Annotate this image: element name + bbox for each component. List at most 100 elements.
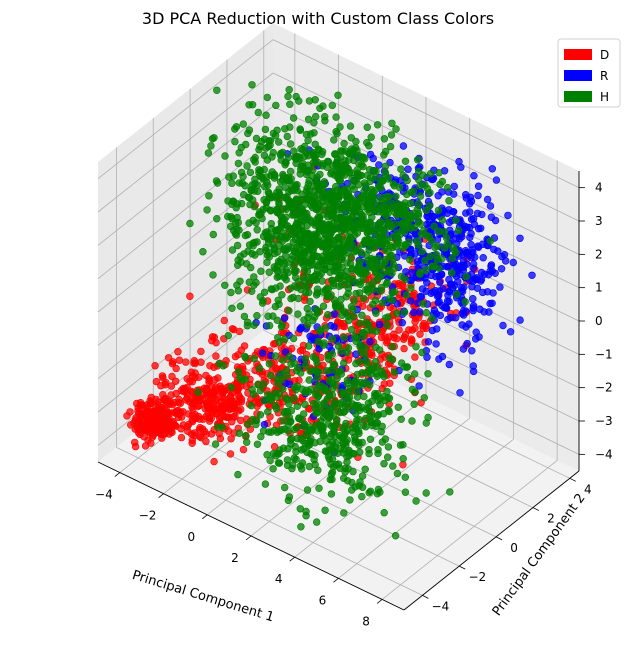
data-point-R bbox=[475, 333, 483, 341]
data-point-H bbox=[338, 204, 346, 213]
data-point-H bbox=[416, 192, 425, 200]
data-point-R bbox=[454, 278, 462, 286]
data-point-H bbox=[365, 166, 374, 174]
data-point-D bbox=[207, 430, 216, 438]
data-point-H bbox=[319, 160, 327, 168]
data-point-H bbox=[344, 312, 352, 320]
data-point-H bbox=[255, 166, 263, 174]
data-point-H bbox=[382, 172, 390, 180]
data-point-H bbox=[340, 222, 348, 230]
data-point-H bbox=[370, 278, 378, 286]
data-point-H bbox=[305, 462, 314, 471]
data-point-H bbox=[393, 469, 402, 478]
data-point-D bbox=[405, 326, 413, 334]
data-point-H bbox=[374, 446, 382, 454]
data-point-H bbox=[257, 267, 265, 275]
data-point-R bbox=[496, 283, 504, 291]
data-point-R bbox=[458, 310, 466, 318]
data-point-R bbox=[407, 297, 415, 305]
data-point-D bbox=[185, 420, 193, 428]
data-point-H bbox=[364, 257, 372, 265]
data-point-H bbox=[275, 188, 283, 197]
data-point-H bbox=[186, 219, 194, 228]
data-point-R bbox=[445, 297, 453, 306]
data-point-R bbox=[492, 176, 501, 184]
data-point-H bbox=[300, 250, 308, 258]
data-point-H bbox=[345, 215, 353, 224]
data-point-H bbox=[292, 183, 300, 191]
data-point-H bbox=[386, 142, 395, 151]
data-point-H bbox=[331, 150, 339, 158]
data-point-D bbox=[298, 346, 306, 354]
data-point-H bbox=[486, 237, 495, 245]
data-point-H bbox=[383, 321, 391, 330]
data-point-H bbox=[393, 229, 401, 237]
data-point-R bbox=[462, 260, 471, 268]
data-point-H bbox=[414, 209, 423, 218]
data-point-H bbox=[286, 140, 295, 148]
data-point-H bbox=[284, 269, 292, 277]
data-point-H bbox=[428, 262, 436, 270]
z-tick-label: −2 bbox=[595, 381, 613, 395]
data-point-H bbox=[234, 218, 243, 227]
data-point-H bbox=[232, 231, 241, 239]
z-grid-left bbox=[97, 206, 274, 346]
data-point-H bbox=[405, 212, 413, 220]
data-point-R bbox=[509, 258, 517, 267]
data-point-H bbox=[401, 241, 410, 250]
data-point-D bbox=[203, 399, 211, 407]
data-point-H bbox=[283, 176, 291, 185]
data-point-H bbox=[295, 211, 304, 220]
data-point-H bbox=[283, 396, 292, 404]
data-point-H bbox=[411, 388, 419, 396]
data-point-H bbox=[371, 390, 379, 398]
data-point-H bbox=[371, 358, 380, 366]
data-point-H bbox=[428, 314, 436, 323]
data-point-R bbox=[260, 420, 269, 429]
data-point-H bbox=[353, 416, 361, 424]
y-grid-floor bbox=[116, 447, 423, 596]
data-point-H bbox=[260, 396, 268, 405]
data-point-H bbox=[269, 465, 277, 473]
data-point-H bbox=[314, 213, 322, 221]
data-point-H bbox=[332, 299, 340, 307]
data-point-R bbox=[502, 257, 510, 265]
data-point-H bbox=[256, 411, 265, 419]
data-point-H bbox=[281, 335, 289, 343]
data-point-H bbox=[374, 485, 383, 494]
data-point-H bbox=[304, 281, 312, 290]
data-point-D bbox=[208, 333, 217, 341]
data-point-H bbox=[253, 312, 261, 320]
data-point-H bbox=[262, 243, 270, 252]
data-point-H bbox=[264, 391, 272, 399]
data-point-H bbox=[358, 224, 366, 233]
data-point-H bbox=[343, 193, 351, 201]
data-point-R bbox=[444, 315, 452, 324]
data-point-H bbox=[275, 300, 283, 308]
data-point-H bbox=[353, 229, 362, 237]
data-point-H bbox=[228, 179, 236, 187]
data-point-H bbox=[355, 159, 363, 168]
z-grid-left bbox=[97, 72, 274, 213]
data-point-H bbox=[352, 289, 360, 298]
data-point-H bbox=[227, 383, 236, 392]
data-point-H bbox=[293, 221, 301, 230]
z-grid-right bbox=[272, 39, 580, 189]
data-point-H bbox=[209, 271, 217, 279]
data-point-H bbox=[292, 273, 300, 282]
data-point-H bbox=[403, 176, 411, 185]
data-point-H bbox=[233, 241, 242, 250]
data-point-H bbox=[339, 253, 347, 261]
data-point-H bbox=[249, 390, 258, 398]
data-point-R bbox=[469, 295, 477, 303]
data-point-H bbox=[271, 352, 280, 360]
data-point-H bbox=[354, 263, 363, 271]
data-point-D bbox=[230, 325, 238, 334]
data-point-H bbox=[204, 149, 213, 157]
data-point-H bbox=[355, 358, 364, 366]
data-point-R bbox=[491, 216, 500, 225]
data-point-H bbox=[194, 388, 202, 396]
data-point-H bbox=[388, 119, 396, 128]
z-tick-label: 0 bbox=[595, 314, 603, 328]
data-point-H bbox=[330, 136, 338, 144]
